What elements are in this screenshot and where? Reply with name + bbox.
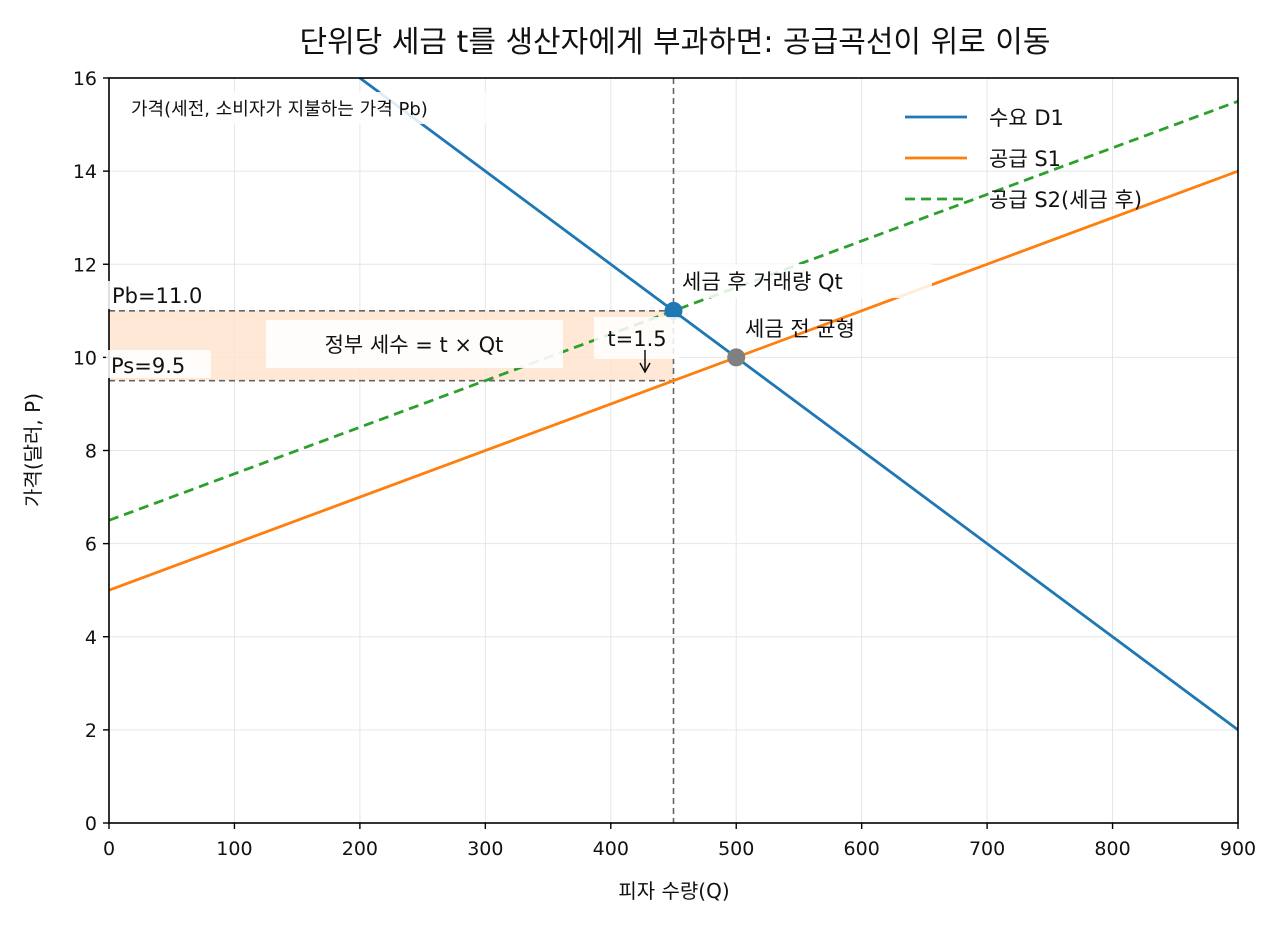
price-note-bg	[122, 92, 602, 124]
after-tax-label: 세금 후 거래량 Qt	[682, 270, 843, 294]
legend: 수요 D1 공급 S1 공급 S2(세금 후)	[905, 106, 1142, 212]
y-tick-label: 4	[85, 627, 97, 649]
x-tick-label: 400	[593, 838, 629, 860]
pb-label-bg	[106, 281, 218, 309]
tax-label: t=1.5	[607, 327, 666, 351]
x-axis-label: 피자 수량(Q)	[618, 879, 729, 903]
pre-tax-label: 세금 전 균형	[745, 317, 855, 341]
ticks: 0 100 200 300 400 500 600 700 800 900 0 2 4 6 8 10 12 14 1…	[73, 68, 1256, 860]
y-tick-label: 2	[85, 720, 97, 742]
series-clip-group	[109, 78, 1238, 731]
x-tick-label: 600	[844, 838, 880, 860]
legend-label-1: 수요 D1	[989, 106, 1064, 130]
y-tick-label: 14	[73, 161, 97, 183]
pre-tax-point	[727, 348, 746, 367]
x-tick-label: 500	[718, 838, 754, 860]
x-tick-label: 700	[969, 838, 1005, 860]
legend-label-2: 공급 S1	[989, 147, 1061, 171]
y-tick-label: 8	[85, 441, 97, 463]
price-note: 가격(세전, 소비자가 지불하는 가격 Pb)	[131, 99, 428, 120]
ps-label: Ps=9.5	[111, 354, 185, 378]
x-tick-label: 800	[1094, 838, 1130, 860]
legend-label-3: 공급 S2(세금 후)	[989, 188, 1142, 212]
y-tick-label: 10	[73, 347, 97, 369]
series-line-3	[109, 99, 1238, 522]
tax-label-bg	[594, 317, 679, 359]
series-line-2	[109, 169, 1238, 592]
x-tick-label: 100	[216, 838, 252, 860]
after-tax-label-bg	[677, 264, 932, 298]
tax-revenue-label: 정부 세수 = t × Qt	[325, 333, 504, 357]
reference-lines	[109, 78, 675, 823]
x-tick-label: 900	[1220, 838, 1256, 860]
x-tick-label: 0	[103, 838, 115, 860]
pb-label: Pb=11.0	[112, 284, 202, 308]
tax-arrow-head	[639, 362, 651, 374]
annotations: 가격(세전, 소비자가 지불하는 가격 Pb) Pb=11.0 Ps=9.5 정…	[106, 92, 932, 378]
y-tick-label: 0	[85, 813, 97, 835]
after-tax-point	[664, 301, 683, 320]
y-tick-label: 16	[73, 68, 97, 90]
tax-revenue-label-bg	[266, 320, 563, 368]
points-layer	[664, 301, 746, 367]
ps-label-bg	[106, 350, 211, 378]
y-tick-label: 12	[73, 254, 97, 276]
chart-title: 단위당 세금 t를 생산자에게 부과하면: 공급곡선이 위로 이동	[299, 25, 1050, 60]
series-line-1	[359, 78, 1238, 731]
series-layer	[109, 78, 1238, 731]
y-tick-label: 6	[85, 534, 97, 556]
y-axis-label: 가격(달러, P)	[21, 393, 45, 507]
x-tick-label: 300	[467, 838, 503, 860]
x-tick-label: 200	[342, 838, 378, 860]
